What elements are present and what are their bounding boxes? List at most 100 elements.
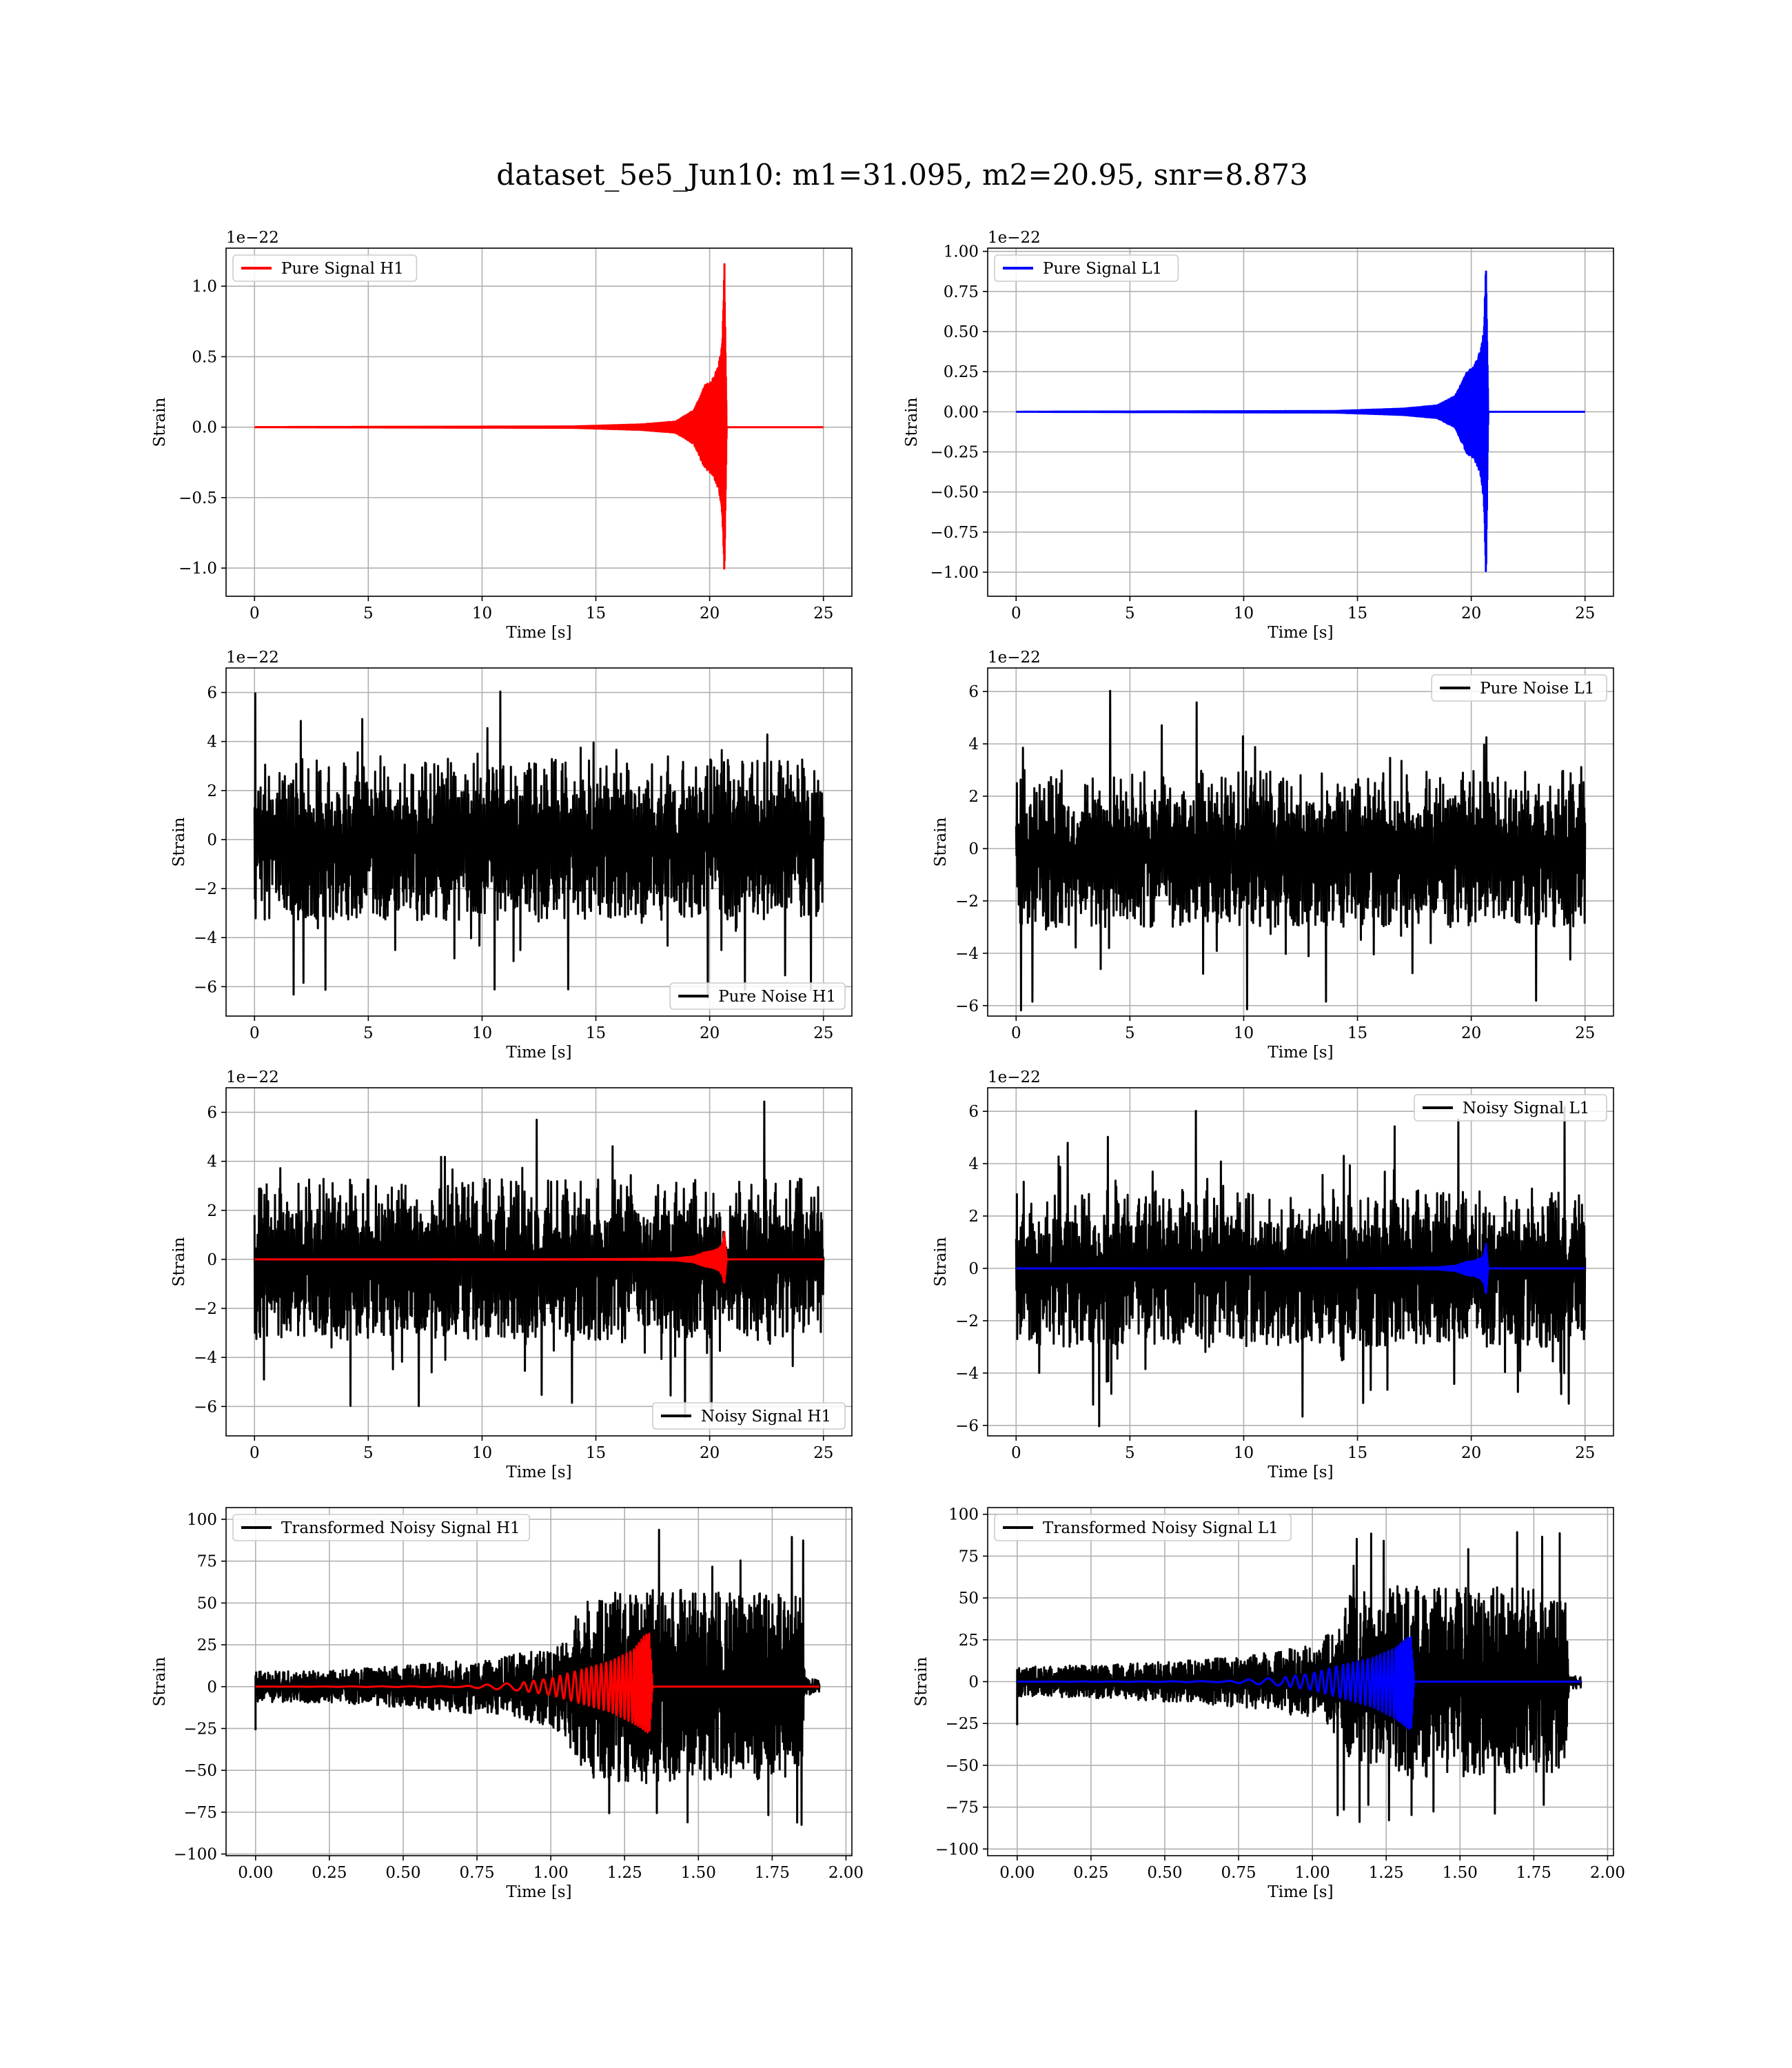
y-tick-label: 1.0 [192,278,217,296]
y-tick-label: 0.5 [192,348,217,366]
y-tick-label: −6 [955,997,979,1015]
legend-frame [1431,674,1607,702]
legend-label: Pure Signal H1 [281,260,404,278]
x-tick-label: 10 [1234,1444,1254,1462]
x-tick-label: 25 [813,1444,833,1462]
y-tick-label: −6 [194,978,217,996]
y-tick-label: 0.0 [192,419,217,437]
legend: Pure Noise H1 [669,982,846,1010]
x-tick-label: 0 [1011,1024,1021,1042]
y-tick-label: 50 [959,1590,979,1608]
legend-label: Noisy Signal L1 [1463,1099,1589,1117]
legend-frame [232,254,418,282]
x-tick-label: 0 [1011,1444,1021,1462]
y-tick-label: −2 [955,1312,979,1330]
x-axis-label: Time [s] [506,1883,571,1901]
x-tick-label: 25 [813,1024,833,1042]
plot-area [253,1100,825,1419]
x-tick-label: 15 [586,1444,606,1462]
legend: Pure Noise L1 [1431,674,1607,702]
panel-pure-noise-h1: 0 5 10 15 20 25 −6 −4 −2 0 2 4 6 Time [s] Strain 1e−22 P… [170,649,853,1062]
x-tick-label: 20 [1461,1444,1481,1462]
legend-label: Pure Noise H1 [718,988,836,1006]
legend-label: Noisy Signal H1 [701,1408,831,1426]
legend-frame [1414,1094,1607,1122]
series-overlay-signal [1015,1243,1586,1295]
x-tick-label: 5 [363,1024,374,1042]
x-tick-label: 1.00 [533,1864,569,1882]
plot-area [253,690,825,1000]
y-tick-label: 100 [948,1506,979,1524]
plot-area [1016,1531,1582,1823]
legend: Noisy Signal L1 [1414,1094,1607,1122]
x-axis-label: Time [s] [1267,1463,1333,1481]
y-tick-label: −4 [955,945,979,963]
x-tick-label: 25 [1575,605,1595,622]
x-tick-label: 5 [1125,1444,1135,1462]
x-tick-label: 5 [363,605,374,622]
x-tick-label: 1.50 [1443,1864,1478,1882]
x-tick-label: 25 [813,605,833,622]
y-axis-label: Strain [170,817,188,866]
y-tick-label: 6 [207,1104,217,1122]
y-tick-label: −75 [945,1799,979,1817]
panel-noisy-signal-h1: 0 5 10 15 20 25 −6 −4 −2 0 2 4 6 Time [s] Strain 1e−22 N… [170,1068,853,1481]
x-tick-label: 0.75 [1221,1864,1256,1882]
x-tick-label: 0 [250,605,260,622]
x-tick-label: 1.25 [607,1864,642,1882]
legend-frame [669,982,846,1010]
x-tick-label: 5 [363,1444,374,1462]
y-tick-label: −0.25 [930,444,979,462]
y-tick-label: −50 [183,1762,217,1780]
x-tick-label: 0.50 [1147,1864,1182,1882]
x-tick-label: 15 [1347,605,1367,622]
y-tick-label: −0.50 [930,484,979,502]
x-tick-label: 1.50 [681,1864,716,1882]
y-tick-label: 2 [207,1202,217,1220]
x-tick-label: 0.00 [238,1864,273,1882]
panel-transformed-noisy-signal-h1: 0.00 0.25 0.50 0.75 1.00 1.25 1.50 1.75 2.00 −100… [151,1507,864,1901]
axes-frame [987,667,1614,1017]
legend: Transformed Noisy Signal H1 [232,1514,531,1541]
grid [988,248,1613,596]
x-tick-label: 10 [472,605,492,622]
x-tick-label: 5 [1125,1024,1135,1042]
y-offset-label: 1e−22 [988,649,1041,667]
panel-noisy-signal-l1: 0 5 10 15 20 25 −6 −4 −2 0 2 4 6 Time [s] Strain 1e−22 N… [932,1068,1614,1481]
y-tick-label: 0.25 [944,363,979,381]
y-tick-label: −25 [945,1715,979,1733]
legend-frame [994,254,1179,282]
legend-label: Pure Signal L1 [1043,260,1162,278]
panel-pure-signal-l1: 0 5 10 15 20 25 −1.00 −0.75 −0.50 −0.25 0.00 0.25 0.… [903,229,1614,642]
y-tick-label: −4 [955,1365,979,1383]
y-offset-label: 1e−22 [226,1068,279,1086]
x-tick-label: 1.25 [1369,1864,1404,1882]
y-tick-label: −100 [174,1846,217,1864]
x-tick-label: 20 [700,1024,720,1042]
y-tick-label: 50 [197,1594,217,1612]
x-tick-label: 15 [586,605,606,622]
x-tick-label: 20 [700,605,720,622]
axes-frame [225,247,853,597]
y-tick-label: 25 [197,1636,217,1654]
y-tick-label: 1.00 [944,243,979,261]
y-tick-label: 4 [207,1153,217,1171]
y-tick-label: 0.75 [944,283,979,301]
axes-frame [987,247,1614,597]
plot-area [1015,1106,1587,1428]
x-tick-label: 20 [700,1444,720,1462]
series-overlay-signal [1016,1636,1582,1730]
x-axis-label: Time [s] [506,1463,571,1481]
legend-label: Pure Noise L1 [1480,680,1594,698]
series-pure-signal-l1 [1015,270,1586,572]
x-tick-label: 5 [1125,605,1135,622]
y-tick-label: −0.5 [179,489,217,507]
x-tick-label: 25 [1575,1444,1595,1462]
y-tick-label: −2 [194,880,217,898]
y-tick-label: −2 [194,1300,217,1318]
series-noisy-signal-l1 [1015,1106,1587,1428]
legend: Noisy Signal H1 [652,1402,846,1430]
x-tick-label: 15 [1347,1024,1367,1042]
